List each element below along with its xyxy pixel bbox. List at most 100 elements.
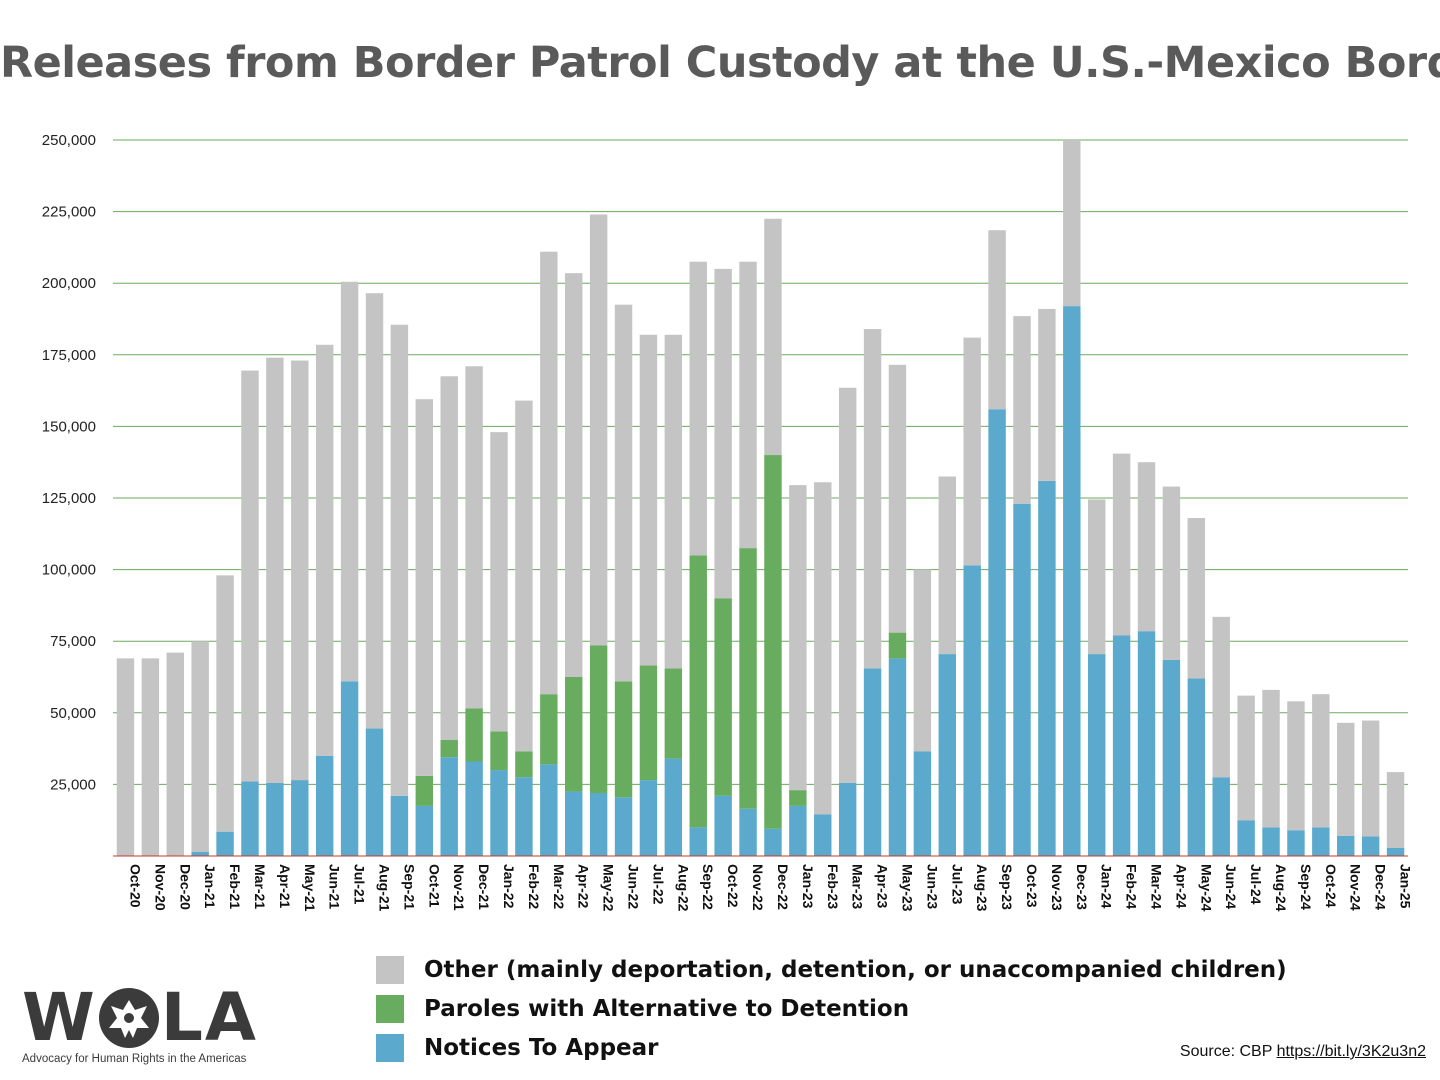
bar-segment-notices-to-appear bbox=[614, 797, 633, 856]
x-tick-label: Jun-24 bbox=[1223, 864, 1239, 909]
logo-letter-w: W bbox=[22, 979, 97, 1056]
bar-segment-notices-to-appear bbox=[838, 782, 857, 856]
bars bbox=[116, 140, 1405, 856]
x-tick-label: Jun-23 bbox=[924, 864, 940, 909]
x-tick-label: Oct-24 bbox=[1323, 864, 1339, 908]
bar-segment-notices-to-appear bbox=[1337, 835, 1355, 856]
x-tick-label: Apr-22 bbox=[576, 864, 592, 909]
x-tick-label: Aug-24 bbox=[1273, 864, 1289, 912]
x-tick-label: Aug-23 bbox=[974, 864, 990, 912]
bar-segment-other bbox=[614, 304, 633, 682]
bar-segment-paroles-atd bbox=[589, 645, 608, 793]
bar-segment-notices-to-appear bbox=[315, 755, 334, 856]
bar-segment-other bbox=[191, 641, 209, 852]
bar-segment-notices-to-appear bbox=[1237, 820, 1255, 856]
chart-title: Releases from Border Patrol Custody at t… bbox=[0, 38, 1440, 88]
bar-segment-notices-to-appear bbox=[938, 654, 956, 856]
bar-segment-other bbox=[714, 268, 732, 599]
bar-segment-other bbox=[365, 293, 384, 729]
bar-segment-other bbox=[789, 485, 807, 791]
bar-segment-paroles-atd bbox=[664, 668, 683, 759]
y-axis-labels: 25,000 50,000 75,000 100,000 125,000 150,000 1… bbox=[42, 132, 96, 793]
bar-segment-notices-to-appear bbox=[266, 782, 284, 856]
x-tick-label: Mar-24 bbox=[1149, 864, 1165, 909]
legend-label-nta: Notices To Appear bbox=[424, 1034, 659, 1061]
source-link[interactable]: https://bit.ly/3K2u3n2 bbox=[1276, 1043, 1426, 1060]
y-tick-label: 250,000 bbox=[42, 132, 96, 149]
wola-logo: W LA Advocacy for Human Rights in the Am… bbox=[22, 979, 272, 1066]
bar-segment-other bbox=[565, 273, 583, 677]
bar-segment-other bbox=[1287, 701, 1305, 831]
bar-segment-other bbox=[963, 337, 981, 566]
bar-segment-other bbox=[1337, 722, 1355, 836]
x-tick-label: May-22 bbox=[601, 864, 617, 912]
bar-segment-other bbox=[141, 658, 160, 856]
x-tick-label: Sep-23 bbox=[999, 864, 1015, 910]
x-tick-label: Jan-22 bbox=[501, 864, 517, 909]
x-tick-label: Sep-22 bbox=[700, 864, 716, 910]
bar-segment-other bbox=[1262, 689, 1280, 828]
x-tick-label: Jan-24 bbox=[1099, 864, 1115, 909]
bar-segment-notices-to-appear bbox=[888, 658, 907, 856]
bar-segment-other bbox=[1137, 462, 1156, 632]
x-axis-labels: Oct-20 Nov-20 Dec-20 Jan-21 Feb-21 Mar-21 Apr-… bbox=[127, 864, 1413, 912]
legend-label-paroles: Paroles with Alternative to Detention bbox=[424, 995, 910, 1022]
x-tick-label: Feb-24 bbox=[1124, 864, 1140, 909]
bar-segment-notices-to-appear bbox=[1212, 777, 1230, 856]
x-tick-label: Jul-24 bbox=[1248, 864, 1264, 905]
bar-segment-other bbox=[266, 357, 284, 783]
x-tick-label: May-24 bbox=[1198, 864, 1214, 912]
source-prefix: Source: CBP bbox=[1179, 1043, 1273, 1060]
x-tick-label: Dec-20 bbox=[177, 864, 193, 910]
x-tick-label: Oct-22 bbox=[725, 864, 741, 908]
bar-segment-notices-to-appear bbox=[1187, 678, 1206, 856]
bar-segment-other bbox=[988, 230, 1006, 410]
y-tick-label: 25,000 bbox=[50, 776, 96, 793]
bar-segment-notices-to-appear bbox=[465, 761, 483, 856]
bar-segment-paroles-atd bbox=[565, 677, 583, 792]
legend-swatch-other bbox=[376, 955, 404, 984]
bar-segment-notices-to-appear bbox=[913, 751, 932, 856]
x-tick-label: Aug-22 bbox=[675, 864, 691, 912]
bar-segment-other bbox=[340, 281, 359, 682]
bar-segment-other bbox=[1087, 499, 1106, 655]
x-tick-label: Nov-20 bbox=[152, 864, 168, 911]
bar-segment-notices-to-appear bbox=[1262, 827, 1280, 856]
bar-segment-other bbox=[838, 387, 857, 783]
bar-segment-notices-to-appear bbox=[440, 757, 458, 856]
x-tick-label: Jun-21 bbox=[327, 864, 343, 909]
x-tick-label: Mar-21 bbox=[252, 864, 268, 909]
bar-segment-notices-to-appear bbox=[814, 814, 832, 856]
bar-segment-paroles-atd bbox=[440, 740, 458, 758]
bar-segment-notices-to-appear bbox=[540, 764, 558, 856]
bar-segment-notices-to-appear bbox=[390, 795, 409, 856]
bar-segment-notices-to-appear bbox=[1063, 306, 1081, 856]
y-tick-label: 125,000 bbox=[42, 490, 96, 507]
bar-segment-notices-to-appear bbox=[1312, 827, 1330, 856]
bar-segment-notices-to-appear bbox=[639, 780, 658, 856]
bar-segment-other bbox=[166, 652, 184, 856]
logo-emblem-icon bbox=[98, 988, 159, 1048]
bar-segment-paroles-atd bbox=[764, 455, 782, 829]
bar-segment-other bbox=[764, 218, 782, 456]
stacked-bar-chart: 25,000 50,000 75,000 100,000 125,000 150,000 1… bbox=[42, 132, 1414, 912]
x-tick-label: Jan-21 bbox=[202, 864, 218, 909]
y-tick-label: 150,000 bbox=[42, 418, 96, 435]
x-tick-label: Aug-21 bbox=[376, 864, 392, 912]
bar-segment-notices-to-appear bbox=[565, 791, 583, 856]
bar-segment-notices-to-appear bbox=[365, 728, 384, 856]
bar-segment-other bbox=[1112, 453, 1131, 636]
bar-segment-notices-to-appear bbox=[714, 795, 732, 856]
bar-segment-other bbox=[390, 324, 409, 796]
y-tick-label: 100,000 bbox=[42, 562, 96, 579]
bar-segment-paroles-atd bbox=[714, 598, 732, 796]
bar-segment-notices-to-appear bbox=[216, 831, 234, 856]
bar-segment-notices-to-appear bbox=[1361, 836, 1380, 856]
bar-segment-notices-to-appear bbox=[988, 409, 1006, 856]
bar-segment-paroles-atd bbox=[465, 708, 483, 762]
legend-swatch-nta bbox=[376, 1033, 404, 1062]
x-tick-label: Dec-21 bbox=[476, 864, 492, 910]
bar-segment-other bbox=[515, 400, 533, 752]
logo-letters-la: LA bbox=[160, 979, 258, 1056]
bar-segment-other bbox=[291, 360, 309, 781]
